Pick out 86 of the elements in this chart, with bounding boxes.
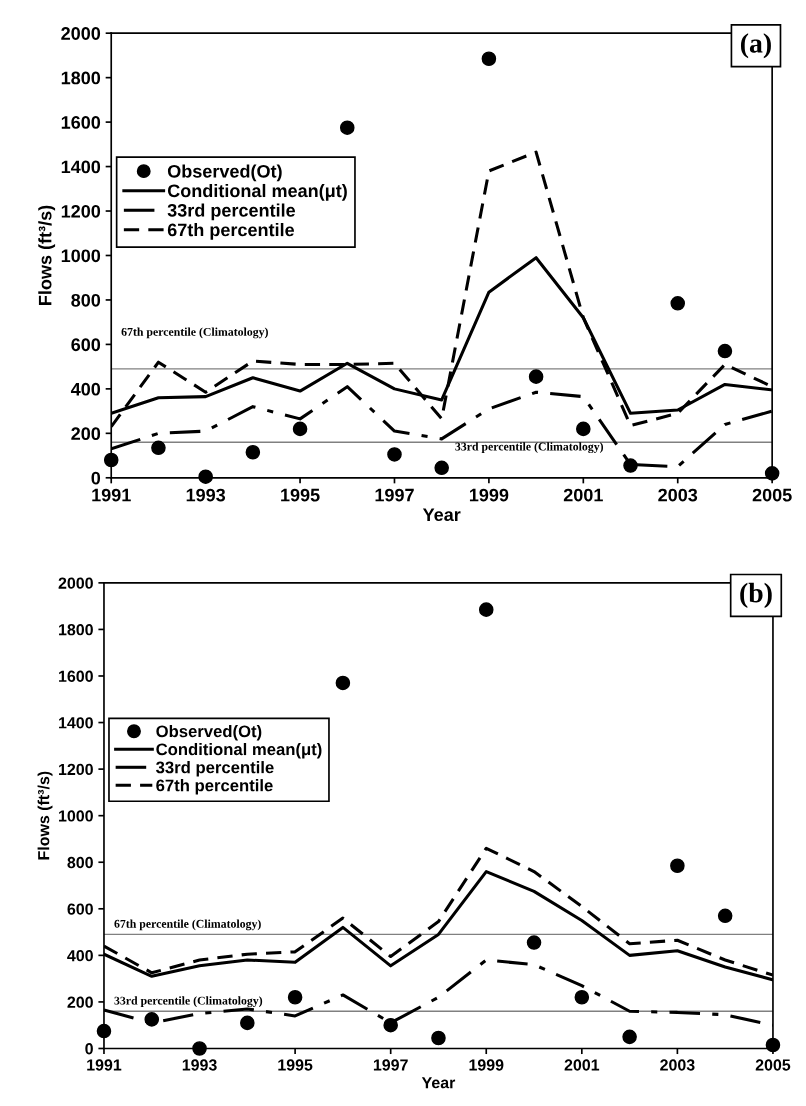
point	[528, 369, 544, 384]
y-tick-label: 0	[85, 1043, 93, 1055]
point	[245, 444, 261, 460]
annotation: (a)	[740, 33, 771, 59]
y-tick-label: 1400	[61, 160, 101, 174]
legend-label: Observed(Ot)	[167, 164, 282, 182]
y-tick-label: 600	[67, 903, 93, 915]
point	[335, 675, 351, 691]
y-axis-title: Flows (ft³/s)	[38, 205, 56, 305]
y-tick-label: 2000	[58, 577, 93, 589]
y-tick-label: 1600	[61, 116, 101, 129]
point	[383, 1017, 398, 1033]
y-tick-label: 400	[67, 950, 93, 962]
x-tick-label: 1995	[281, 488, 320, 502]
ref-line-label: 67th percentile (Climatology)	[114, 919, 261, 931]
y-tick-label: 200	[71, 427, 101, 441]
y-tick-label: 800	[67, 856, 93, 869]
point	[339, 120, 355, 135]
x-axis-title: Year	[422, 508, 461, 522]
y-tick-label: 400	[70, 382, 101, 396]
point	[96, 1023, 112, 1039]
legend-label: 33rd percentile	[167, 203, 296, 221]
point	[670, 858, 685, 874]
x-tick-label: 1991	[87, 1059, 122, 1071]
legend-label: Conditional mean(μt)	[167, 183, 347, 201]
y-tick-label: 1800	[59, 624, 93, 636]
legend-label: 33rd percentile	[156, 761, 274, 777]
point	[764, 466, 780, 481]
legend-label: Observed(Ot)	[156, 724, 262, 741]
x-tick-label: 1991	[92, 488, 131, 502]
point	[478, 602, 494, 617]
ref-line-label: 33rd percentile (Climatology)	[455, 442, 604, 454]
x-tick-label: 1999	[469, 1059, 504, 1071]
legend-label: Conditional mean(μt)	[156, 743, 322, 759]
point	[574, 989, 590, 1005]
x-tick-label: 2001	[563, 488, 603, 502]
point	[240, 1015, 255, 1031]
ref-line-label: 33rd percentile (Climatology)	[114, 996, 263, 1008]
point	[192, 1041, 207, 1056]
point	[387, 447, 402, 462]
x-axis-title: Year	[421, 1077, 456, 1089]
point	[623, 458, 638, 473]
annotation: (b)	[740, 582, 772, 609]
y-tick-label: 1800	[61, 71, 101, 85]
y-tick-label: 1200	[59, 763, 93, 776]
point	[622, 1029, 637, 1045]
y-tick-label: 1400	[59, 717, 93, 729]
legend-label: 67th percentile	[156, 779, 273, 795]
x-tick-label: 2005	[752, 488, 792, 502]
point	[287, 989, 303, 1005]
x-tick-label: 1993	[186, 488, 226, 502]
point	[481, 51, 497, 67]
x-tick-label: 2003	[660, 1059, 695, 1071]
point	[717, 343, 733, 359]
y-tick-label: 2000	[61, 27, 101, 40]
x-tick-label: 1995	[278, 1059, 313, 1071]
point	[526, 935, 542, 950]
point	[144, 1012, 160, 1027]
x-tick-label: 2003	[658, 488, 698, 502]
point	[765, 1037, 781, 1053]
point	[151, 440, 166, 456]
point	[103, 452, 119, 468]
y-axis-title: Flows (ft³/s)	[37, 771, 53, 860]
y-tick-label: 1000	[59, 810, 93, 822]
y-tick-label: 800	[71, 293, 101, 307]
point	[198, 469, 213, 484]
point	[717, 908, 733, 924]
point	[434, 460, 449, 476]
x-tick-label: 2005	[755, 1059, 791, 1071]
x-tick-label: 2001	[564, 1059, 600, 1071]
x-tick-label: 1999	[469, 488, 509, 502]
y-tick-label: 1000	[61, 249, 101, 263]
point	[670, 295, 686, 311]
y-tick-label: 0	[91, 471, 101, 485]
y-tick-label: 1200	[61, 204, 101, 218]
point	[292, 421, 308, 437]
ref-line-label: 67th percentile (Climatology)	[121, 327, 268, 339]
x-tick-label: 1997	[373, 1059, 408, 1071]
x-tick-label: 1997	[375, 488, 414, 502]
x-tick-label: 1993	[182, 1059, 217, 1071]
y-tick-label: 1600	[59, 670, 93, 682]
y-tick-label: 600	[71, 338, 101, 352]
y-tick-label: 200	[67, 996, 93, 1008]
legend-label: 67th percentile	[167, 223, 295, 240]
point	[431, 1030, 446, 1046]
point	[576, 421, 591, 437]
